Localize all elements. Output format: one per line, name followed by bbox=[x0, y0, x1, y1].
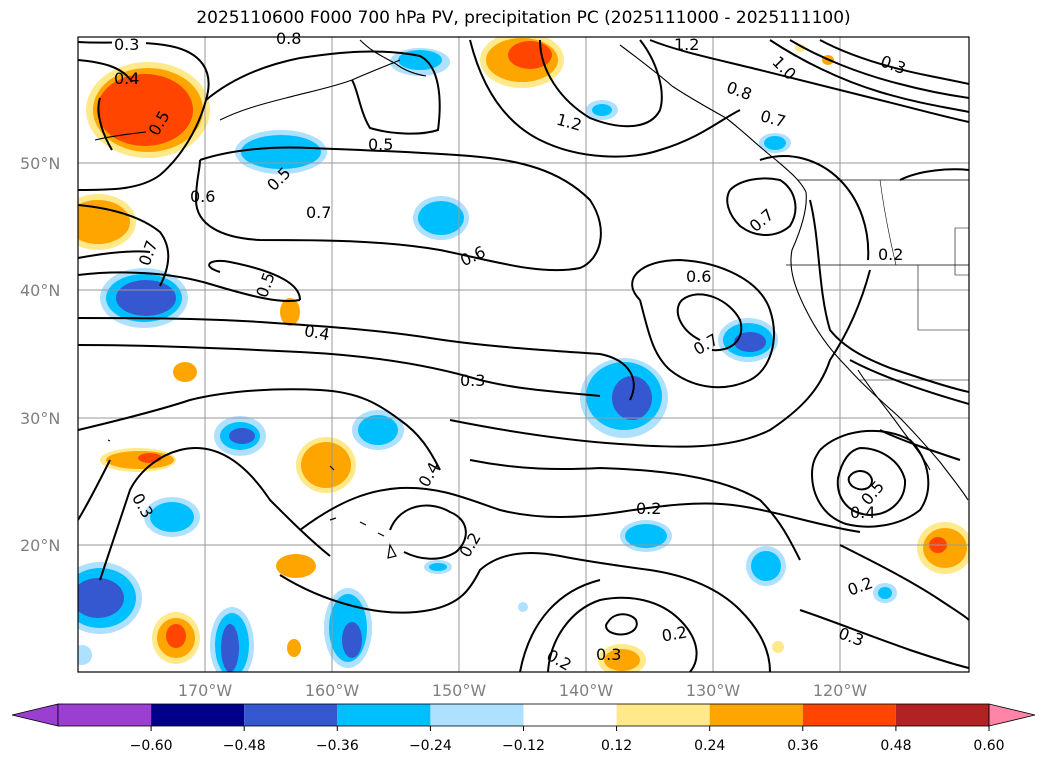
colorbar-tick-label: 0.36 bbox=[787, 738, 818, 754]
colorbar-extend-min bbox=[11, 703, 59, 727]
colorbar-segment bbox=[616, 704, 710, 726]
colorbar-tick-label: −0.36 bbox=[316, 738, 359, 754]
lon-label-170w: 170°W bbox=[178, 681, 233, 700]
colorbar-tick-label: −0.48 bbox=[223, 738, 266, 754]
colorbar-segment bbox=[895, 704, 989, 726]
map-border bbox=[77, 36, 970, 673]
colorbar-segment bbox=[802, 704, 896, 726]
lon-label-160w: 160°W bbox=[305, 681, 360, 700]
lon-label-140w: 140°W bbox=[559, 681, 614, 700]
colorbar-segment bbox=[244, 704, 338, 726]
lon-label-120w: 120°W bbox=[813, 681, 868, 700]
contour-label: 0.3 bbox=[596, 645, 621, 664]
longitude-labels: 170°W 160°W 150°W 140°W 130°W 120°W bbox=[178, 681, 868, 700]
colorbar-segment bbox=[151, 704, 245, 726]
colorbar-tick-label: 0.12 bbox=[601, 738, 632, 754]
lat-label-50n: 50°N bbox=[20, 154, 60, 173]
latitude-labels: 50°N 40°N 30°N 20°N bbox=[20, 154, 60, 555]
colorbar-segment bbox=[523, 704, 617, 726]
colorbar-tick-label: −0.60 bbox=[130, 738, 173, 754]
lon-label-150w: 150°W bbox=[432, 681, 487, 700]
lon-label-130w: 130°W bbox=[686, 681, 741, 700]
contour-label: 0.3 bbox=[114, 35, 139, 54]
lat-label-30n: 30°N bbox=[20, 409, 60, 428]
colorbar-tick-label: 0.24 bbox=[694, 738, 725, 754]
colorbar-segment bbox=[430, 704, 524, 726]
colorbar-tick-label: 0.48 bbox=[880, 738, 911, 754]
colorbar-tick-label: −0.12 bbox=[502, 738, 545, 754]
contour-label: 0.4 bbox=[303, 321, 331, 344]
colorbar-segment bbox=[58, 704, 152, 726]
contour-label: 0.3 bbox=[460, 371, 485, 390]
contour-label: 0.2 bbox=[878, 245, 903, 264]
contour-label: 0.6 bbox=[686, 267, 711, 286]
contour-label: 0.6 bbox=[190, 187, 215, 206]
contour-label: 0.2 bbox=[636, 499, 661, 518]
colorbar-ticks: −0.60 −0.48 −0.36 −0.24 −0.12 0.12 0.24 0.36 0.4… bbox=[130, 726, 1005, 754]
colorbar bbox=[11, 703, 1036, 727]
contour-label: 0.4 bbox=[114, 69, 139, 88]
graticule bbox=[78, 37, 969, 672]
colorbar-tick-label: 0.60 bbox=[973, 738, 1004, 754]
colorbar-segment bbox=[337, 704, 431, 726]
colorbar-segment bbox=[709, 704, 803, 726]
contour-label: 0.7 bbox=[306, 203, 331, 222]
map-title: 2025110600 F000 700 hPa PV, precipitatio… bbox=[196, 8, 851, 28]
colorbar-tick-label: −0.24 bbox=[409, 738, 452, 754]
contour-label: 0.2 bbox=[660, 622, 688, 645]
lat-label-20n: 20°N bbox=[20, 536, 60, 555]
map-area bbox=[78, 37, 969, 672]
pv-contours bbox=[78, 39, 969, 672]
contour-label: 0.4 bbox=[850, 503, 875, 522]
lat-label-40n: 40°N bbox=[20, 281, 60, 300]
contour-label: 1.2 bbox=[674, 35, 699, 54]
colorbar-extend-max bbox=[988, 703, 1036, 727]
precip-shading bbox=[78, 37, 969, 672]
contour-label: 0.8 bbox=[276, 29, 301, 48]
contour-label: 0.5 bbox=[368, 135, 393, 154]
